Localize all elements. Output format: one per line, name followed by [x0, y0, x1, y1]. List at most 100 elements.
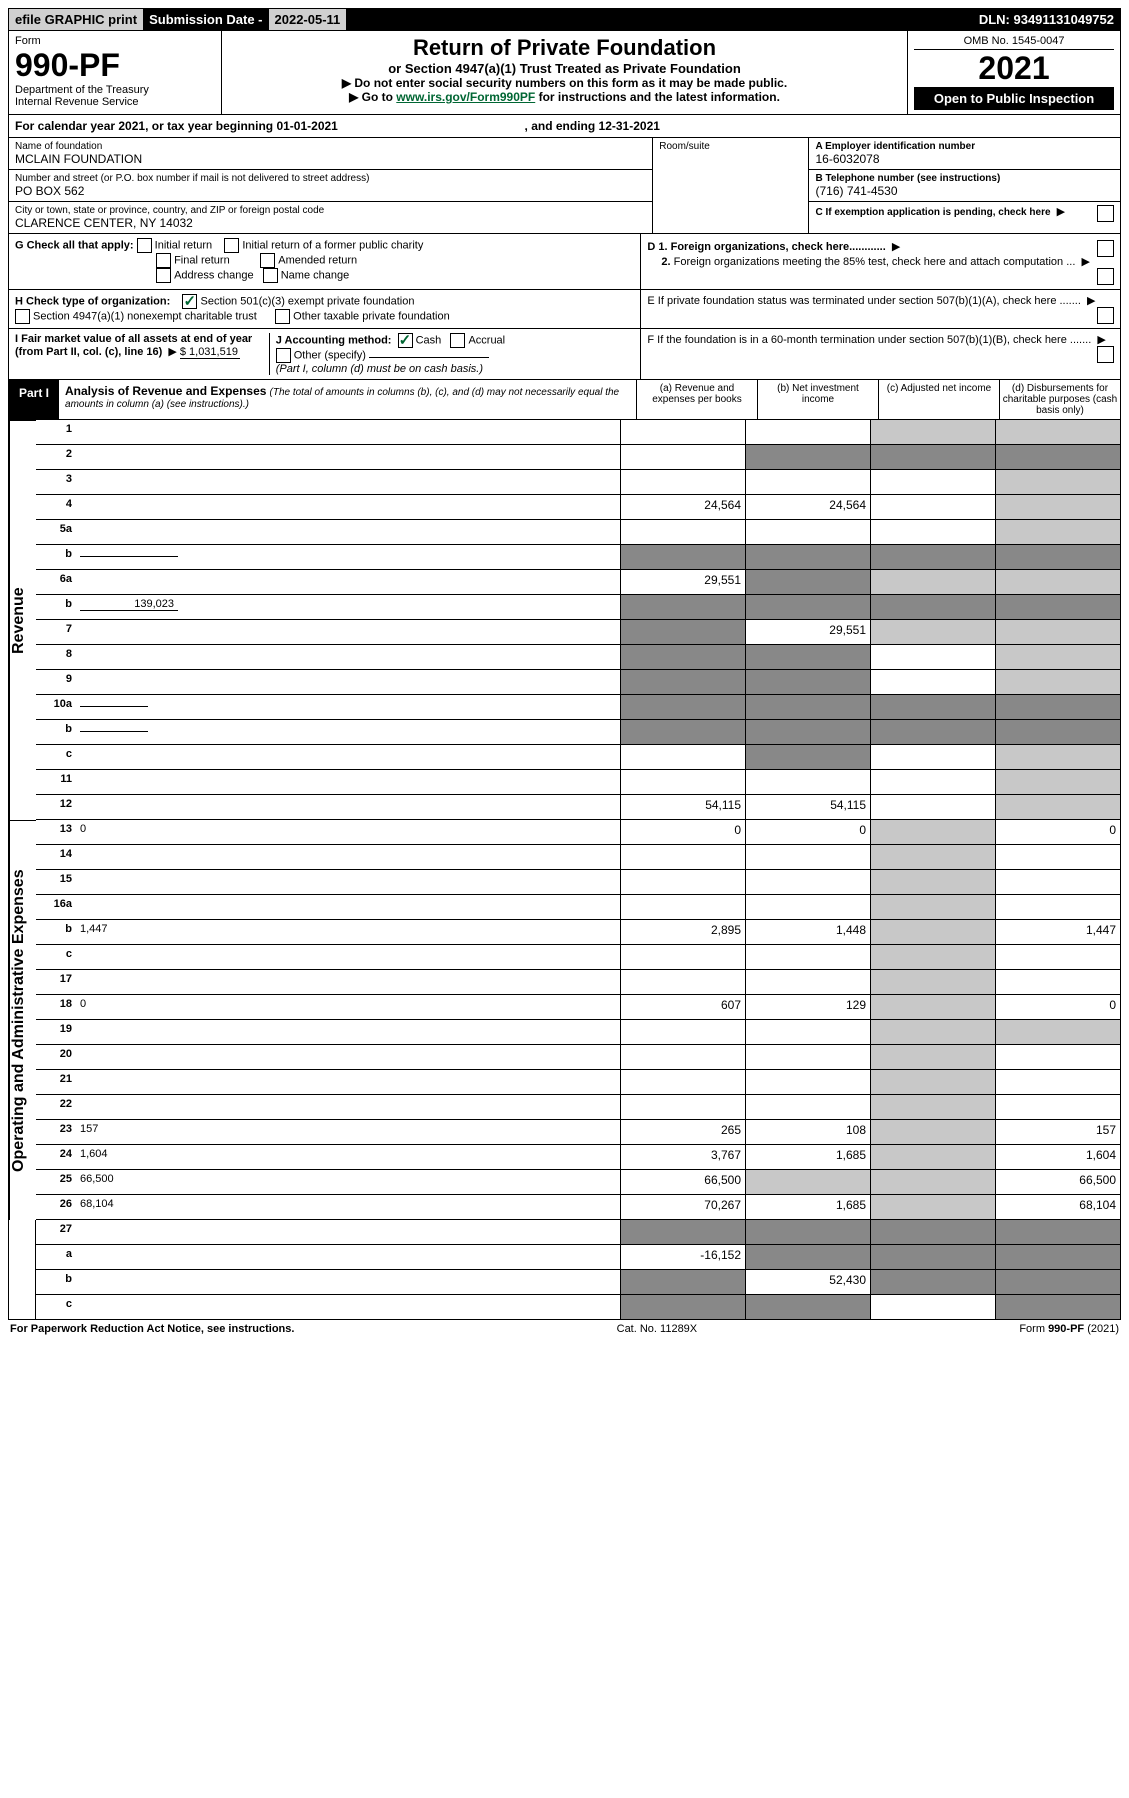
submission-date: 2022-05-11: [269, 9, 347, 30]
expenses-section: Operating and Administrative Expenses 13…: [8, 820, 1121, 1220]
chk-initial[interactable]: [137, 238, 152, 253]
page-footer: For Paperwork Reduction Act Notice, see …: [8, 1320, 1121, 1338]
chk-accrual[interactable]: [450, 333, 465, 348]
line-1: 1: [36, 420, 1121, 445]
top-bar: efile GRAPHIC print Submission Date - 20…: [8, 8, 1121, 31]
line-8: 8: [36, 645, 1121, 670]
line-a: a-16,152: [36, 1245, 1121, 1270]
line-c: c: [36, 1295, 1121, 1320]
line-7: 729,551: [36, 620, 1121, 645]
line-20: 20: [36, 1045, 1121, 1070]
chk-e[interactable]: [1097, 307, 1114, 324]
section-h-e: H Check type of organization: Section 50…: [8, 290, 1121, 329]
foundation-address: PO BOX 562: [15, 184, 646, 198]
line-13: 130000: [36, 820, 1121, 845]
line-12: 1254,11554,115: [36, 795, 1121, 820]
line-11: 11: [36, 770, 1121, 795]
chk-f[interactable]: [1097, 346, 1114, 363]
line-2: 2: [36, 445, 1121, 470]
chk-other-method[interactable]: [276, 348, 291, 363]
chk-name-change[interactable]: [263, 268, 278, 283]
revenue-section: Revenue 123424,56424,5645ab 6a29,551b 13…: [8, 420, 1121, 820]
part1-title: Analysis of Revenue and Expenses: [65, 384, 266, 398]
open-to-public: Open to Public Inspection: [914, 87, 1114, 110]
footer-catalog: Cat. No. 11289X: [617, 1323, 698, 1335]
form-subtitle: or Section 4947(a)(1) Trust Treated as P…: [228, 61, 901, 76]
part1-label: Part I: [9, 380, 59, 419]
line-b: b 139,023: [36, 595, 1121, 620]
line-15: 15: [36, 870, 1121, 895]
d2-label: Foreign organizations meeting the 85% te…: [674, 256, 1076, 268]
phone-value: (716) 741-4530: [815, 184, 1114, 198]
foundation-city: CLARENCE CENTER, NY 14032: [15, 216, 646, 230]
chk-4947[interactable]: [15, 309, 30, 324]
j-note: (Part I, column (d) must be on cash basi…: [276, 363, 483, 375]
chk-d2[interactable]: [1097, 268, 1114, 285]
city-label: City or town, state or province, country…: [15, 205, 646, 216]
submission-label: Submission Date -: [143, 9, 268, 30]
irs-link[interactable]: www.irs.gov/Form990PF: [396, 90, 535, 104]
line-25: 2566,50066,50066,500: [36, 1170, 1121, 1195]
line-b: b52,430: [36, 1270, 1121, 1295]
chk-501c3[interactable]: [182, 294, 197, 309]
footer-left: For Paperwork Reduction Act Notice, see …: [10, 1323, 294, 1335]
instruction-link: ▶ Go to www.irs.gov/Form990PF for instru…: [228, 90, 901, 104]
fmv-value: $ 1,031,519: [180, 346, 240, 359]
foundation-name: MCLAIN FOUNDATION: [15, 152, 646, 166]
form-number: 990-PF: [15, 47, 215, 84]
instruction-ssn: ▶ Do not enter social security numbers o…: [228, 76, 901, 90]
line-3: 3: [36, 470, 1121, 495]
line-23: 23157265108157: [36, 1120, 1121, 1145]
entity-info: Name of foundation MCLAIN FOUNDATION Num…: [8, 138, 1121, 234]
f-label: F If the foundation is in a 60-month ter…: [647, 334, 1091, 346]
line-24: 241,6043,7671,6851,604: [36, 1145, 1121, 1170]
section-g-d: G Check all that apply: Initial return I…: [8, 234, 1121, 290]
line-26: 2668,10470,2671,68568,104: [36, 1195, 1121, 1220]
line-6a: 6a29,551: [36, 570, 1121, 595]
calendar-year-row: For calendar year 2021, or tax year begi…: [8, 115, 1121, 138]
d1-label: D 1. Foreign organizations, check here..…: [647, 241, 885, 253]
irs-label: Internal Revenue Service: [15, 96, 215, 108]
line-9: 9: [36, 670, 1121, 695]
form-title: Return of Private Foundation: [228, 35, 901, 61]
chk-final[interactable]: [156, 253, 171, 268]
line-10a: 10a: [36, 695, 1121, 720]
chk-initial-former[interactable]: [224, 238, 239, 253]
chk-other-taxable[interactable]: [275, 309, 290, 324]
chk-cash[interactable]: [398, 333, 413, 348]
e-label: E If private foundation status was termi…: [647, 295, 1081, 307]
dln: DLN: 93491131049752: [973, 9, 1120, 30]
exemption-pending-label: C If exemption application is pending, c…: [815, 207, 1050, 218]
expenses-side-label: Operating and Administrative Expenses: [9, 820, 36, 1220]
part1-header: Part I Analysis of Revenue and Expenses …: [8, 380, 1121, 420]
chk-amended[interactable]: [260, 253, 275, 268]
col-d-head: (d) Disbursements for charitable purpose…: [1000, 380, 1120, 419]
chk-addr-change[interactable]: [156, 268, 171, 283]
form-header: Form 990-PF Department of the Treasury I…: [8, 31, 1121, 115]
efile-label: efile GRAPHIC print: [9, 9, 143, 30]
footer-form: Form 990-PF (2021): [1019, 1323, 1119, 1335]
room-label: Room/suite: [659, 141, 802, 152]
line-17: 17: [36, 970, 1121, 995]
line-21: 21: [36, 1070, 1121, 1095]
line-c: c: [36, 945, 1121, 970]
g-label: G Check all that apply:: [15, 239, 134, 251]
form-prefix: Form: [15, 35, 215, 47]
exemption-checkbox[interactable]: [1097, 205, 1114, 222]
line-b: b: [36, 720, 1121, 745]
net-section: 27a-16,152b52,430c: [8, 1220, 1121, 1320]
chk-d1[interactable]: [1097, 240, 1114, 257]
dept-treasury: Department of the Treasury: [15, 84, 215, 96]
line-22: 22: [36, 1095, 1121, 1120]
line-b: b: [36, 545, 1121, 570]
name-label: Name of foundation: [15, 141, 646, 152]
h-label: H Check type of organization:: [15, 295, 170, 307]
addr-label: Number and street (or P.O. box number if…: [15, 173, 646, 184]
revenue-side-label: Revenue: [9, 420, 36, 820]
ein-label: A Employer identification number: [815, 141, 1114, 152]
line-19: 19: [36, 1020, 1121, 1045]
j-label: J Accounting method:: [276, 334, 392, 346]
col-a-head: (a) Revenue and expenses per books: [637, 380, 758, 419]
line-4: 424,56424,564: [36, 495, 1121, 520]
col-c-head: (c) Adjusted net income: [879, 380, 1000, 419]
